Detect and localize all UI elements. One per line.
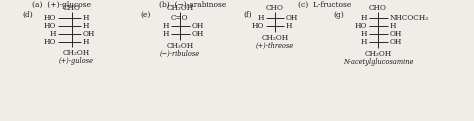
Text: CH₂OH: CH₂OH — [166, 42, 193, 50]
Text: NHCOCH₃: NHCOCH₃ — [390, 14, 429, 22]
Text: OH: OH — [192, 22, 204, 30]
Text: (f): (f) — [243, 11, 252, 19]
Text: H: H — [49, 30, 56, 38]
Text: HO: HO — [252, 22, 264, 30]
Text: (+)-threose: (+)-threose — [256, 42, 294, 50]
Text: H: H — [163, 22, 169, 30]
Text: H: H — [361, 30, 367, 38]
Text: N-acetylglucosamine: N-acetylglucosamine — [343, 58, 413, 66]
Text: HO: HO — [44, 14, 56, 22]
Text: H: H — [361, 38, 367, 46]
Text: H: H — [361, 14, 367, 22]
Text: CHO: CHO — [369, 4, 387, 12]
Text: (b)  (−)-arabinose: (b) (−)-arabinose — [159, 1, 227, 9]
Text: H: H — [83, 14, 90, 22]
Text: HO: HO — [44, 22, 56, 30]
Text: (e): (e) — [140, 11, 150, 19]
Text: CH₂OH: CH₂OH — [166, 4, 193, 12]
Text: (−)-ribulose: (−)-ribulose — [160, 50, 200, 58]
Text: H: H — [83, 22, 90, 30]
Text: CHO: CHO — [266, 4, 284, 12]
Text: (c)  L-fructose: (c) L-fructose — [298, 1, 352, 9]
Text: HO: HO — [44, 38, 56, 46]
Text: CHO: CHO — [63, 4, 81, 12]
Text: (g): (g) — [333, 11, 344, 19]
Text: OH: OH — [83, 30, 95, 38]
Text: HO: HO — [355, 22, 367, 30]
Text: OH: OH — [286, 14, 298, 22]
Text: (d): (d) — [22, 11, 33, 19]
Text: H: H — [83, 38, 90, 46]
Text: (a)  (+)-glucose: (a) (+)-glucose — [33, 1, 91, 9]
Text: CH₂OH: CH₂OH — [365, 50, 392, 58]
Text: OH: OH — [390, 38, 402, 46]
Text: OH: OH — [390, 30, 402, 38]
Text: C=O: C=O — [170, 14, 188, 22]
Text: H: H — [390, 22, 396, 30]
Text: OH: OH — [192, 30, 204, 38]
Text: H: H — [286, 22, 292, 30]
Text: H: H — [257, 14, 264, 22]
Text: (+)-gulose: (+)-gulose — [59, 57, 93, 65]
Text: H: H — [163, 30, 169, 38]
Text: CH₂OH: CH₂OH — [261, 34, 289, 42]
Text: CH₂OH: CH₂OH — [63, 49, 90, 57]
